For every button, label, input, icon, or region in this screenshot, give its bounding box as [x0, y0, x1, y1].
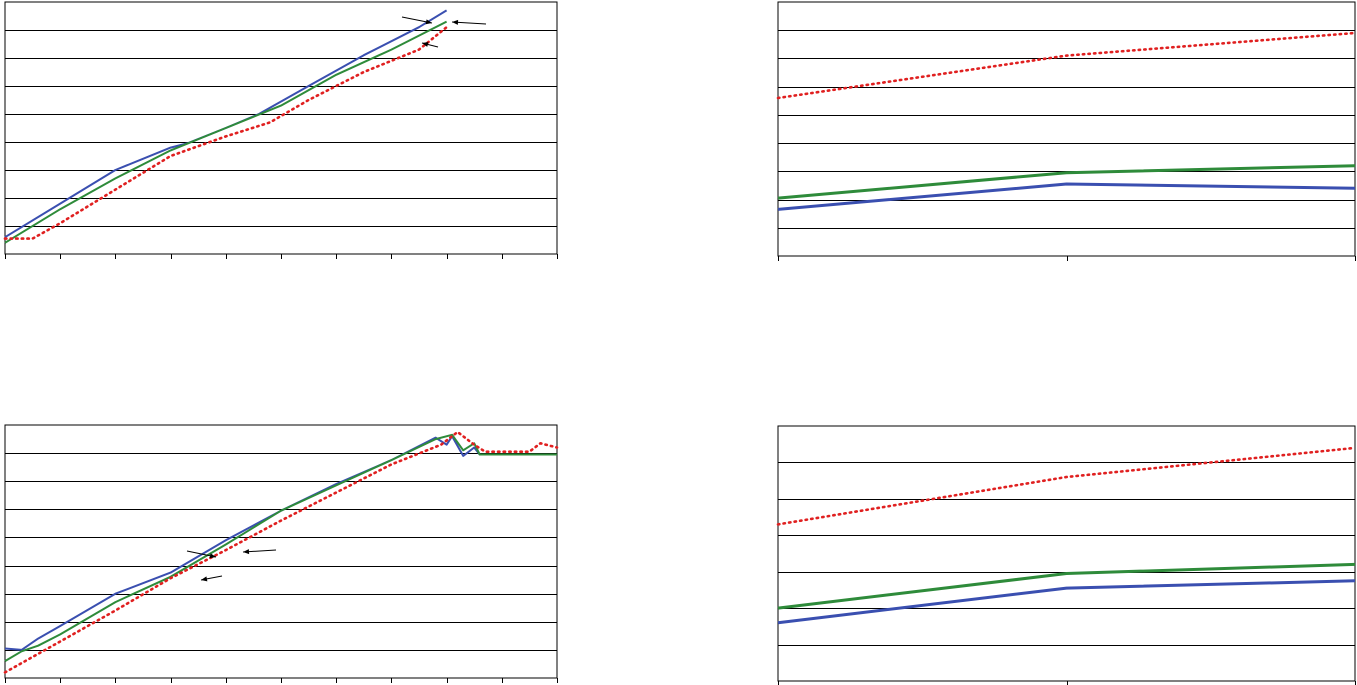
- plot-frame: [4, 424, 558, 679]
- chart-3: [3, 424, 559, 683]
- series-line-3: [777, 182, 1356, 211]
- chart-2: [776, 1, 1357, 261]
- chart-4: [776, 425, 1357, 685]
- series-line-1: [4, 435, 557, 651]
- series-line-3: [3, 430, 559, 674]
- series-line-2: [4, 433, 557, 662]
- chart-1: [3, 1, 558, 259]
- series-line-3: [777, 579, 1356, 625]
- annotation-arrowhead: [425, 19, 432, 25]
- series-line-2: [777, 562, 1356, 610]
- series-line-1: [776, 31, 1357, 100]
- annotation-arrowhead: [243, 549, 250, 555]
- plot-frame: [4, 1, 558, 255]
- plot-frame: [777, 425, 1356, 682]
- series-line-2: [777, 164, 1356, 200]
- annotation-arrowhead: [452, 19, 459, 25]
- plot-frame: [777, 1, 1356, 257]
- annotation-arrowhead: [422, 42, 429, 47]
- series-line-2: [4, 20, 448, 244]
- annotation-arrowhead: [201, 576, 208, 582]
- series-line-1: [776, 446, 1357, 526]
- annotation-arrowhead: [209, 553, 216, 559]
- series-line-3: [3, 25, 448, 240]
